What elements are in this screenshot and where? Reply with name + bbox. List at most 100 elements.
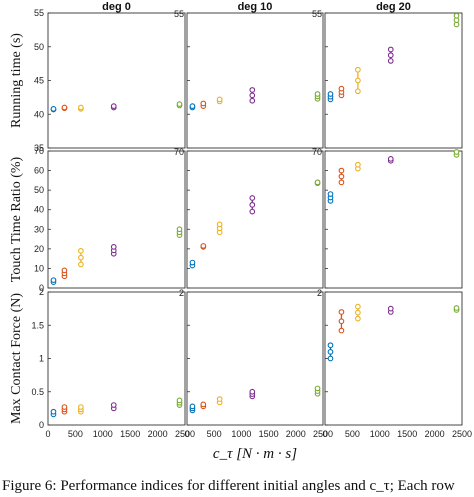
panel-frame: [186, 291, 324, 426]
data-point: [355, 66, 361, 73]
data-point: [355, 309, 361, 316]
data-point: [50, 408, 57, 415]
x-tick-label: 0: [322, 429, 327, 439]
data-point: [249, 92, 256, 99]
data-point: [249, 388, 256, 395]
overflow-tick-label: 70: [312, 147, 322, 157]
y-tick-label: 50: [34, 185, 44, 195]
data-point: [176, 397, 183, 404]
data-point: [78, 104, 84, 111]
panel-frame: [186, 12, 324, 149]
y-tick-label: 40: [34, 205, 44, 215]
data-point: [355, 77, 361, 84]
x-tick-label: 2000: [425, 429, 445, 439]
data-point: [110, 244, 117, 250]
x-tick-label: 1000: [231, 429, 251, 439]
y-tick-label: 35: [34, 143, 44, 153]
x-tick-label: 2500: [313, 429, 333, 439]
data-point: [327, 191, 334, 197]
data-point: [61, 404, 68, 410]
x-tick-label: 0: [184, 429, 189, 439]
y-tick-label: 40: [34, 109, 44, 119]
column-title: deg 10: [238, 1, 273, 13]
data-point: [314, 179, 321, 186]
y-tick-label: 50: [34, 42, 44, 52]
overflow-tick-label: 55: [312, 9, 322, 19]
data-point: [200, 243, 207, 249]
y-tick-label: 70: [34, 146, 44, 156]
data-point: [327, 349, 334, 355]
y-tick-label: 60: [34, 166, 44, 176]
x-tick-label: 500: [345, 429, 360, 439]
data-point: [78, 247, 84, 254]
x-tick-label: 1000: [93, 429, 113, 439]
data-point: [176, 226, 183, 233]
overflow-tick-label: 2: [179, 288, 184, 298]
y-tick-label: 2: [39, 287, 44, 297]
data-point: [355, 161, 361, 168]
data-point: [200, 401, 207, 408]
data-point: [110, 402, 117, 408]
data-point: [249, 97, 256, 104]
panel-frame: [47, 12, 186, 149]
data-point: [453, 305, 460, 311]
data-point: [338, 318, 345, 325]
data-point: [216, 396, 223, 402]
data-point: [50, 105, 57, 112]
data-point: [387, 46, 394, 53]
data-point: [338, 327, 345, 334]
overflow-tick-label: 2: [317, 288, 322, 298]
data-point: [61, 267, 68, 274]
y-axis-label: Touch Time Ratio (%): [9, 156, 24, 282]
y-tick-label: 45: [34, 76, 44, 86]
data-point: [387, 305, 394, 312]
x-tick-label: 500: [68, 429, 83, 439]
data-point: [61, 104, 68, 111]
data-point: [327, 91, 334, 97]
data-point: [387, 155, 394, 162]
data-point: [387, 52, 394, 59]
y-tick-label: 10: [34, 263, 44, 273]
data-point: [453, 12, 460, 19]
data-point: [338, 167, 345, 174]
panel-frame: [324, 150, 463, 289]
y-axis-label: Running time (s): [9, 33, 24, 128]
x-tick-label: 2500: [175, 429, 195, 439]
data-point: [338, 309, 345, 315]
overflow-tick-label: 55: [174, 9, 184, 19]
overflow-tick-label: 70: [174, 147, 184, 157]
data-point: [249, 201, 256, 208]
x-axis-label: c_τ [N · m · s]: [213, 446, 297, 462]
x-tick-label: 0: [45, 429, 50, 439]
data-point: [249, 195, 256, 201]
x-tick-label: 1000: [370, 429, 390, 439]
data-point: [327, 342, 334, 349]
data-point: [249, 208, 256, 215]
data-point: [338, 85, 345, 92]
data-point: [110, 103, 117, 109]
data-point: [189, 403, 196, 410]
data-point: [50, 277, 57, 284]
data-point: [249, 87, 256, 93]
data-point: [355, 88, 361, 95]
data-point: [176, 101, 183, 107]
data-point: [200, 100, 207, 107]
x-tick-label: 1500: [120, 429, 140, 439]
panel-frame: [324, 12, 463, 149]
data-point: [314, 91, 321, 97]
y-tick-label: 1: [39, 354, 44, 364]
data-point: [216, 221, 223, 228]
data-point: [78, 404, 84, 410]
y-axis-label: Max Contact Force (N): [9, 293, 24, 424]
figure-caption: Figure 6: Performance indices for differ…: [2, 478, 455, 494]
data-point: [78, 261, 84, 268]
panel-frame: [47, 291, 186, 426]
x-tick-label: 2500: [452, 429, 472, 439]
data-point: [327, 355, 334, 362]
data-point: [338, 179, 345, 186]
x-tick-label: 2000: [286, 429, 306, 439]
data-point: [216, 96, 223, 103]
y-tick-label: 30: [34, 224, 44, 234]
column-title: deg 0: [102, 1, 131, 13]
